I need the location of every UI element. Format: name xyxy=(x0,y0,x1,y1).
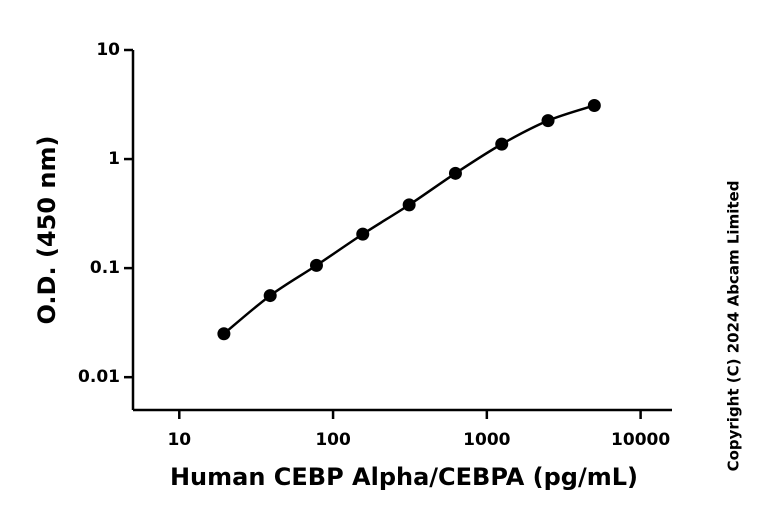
data-point xyxy=(448,166,462,180)
copyright: Copyright (C) 2024 Abcam Limited xyxy=(725,181,743,472)
data-point xyxy=(263,289,277,303)
x-tick-label: 10 xyxy=(167,430,191,450)
y-tick-label: 1 xyxy=(108,149,120,169)
data-point xyxy=(495,137,509,151)
y-axis-title: O.D. (450 nm) xyxy=(33,136,61,325)
y-tick-label: 10 xyxy=(96,40,120,60)
data-point xyxy=(217,327,231,341)
data-point xyxy=(587,98,601,112)
y-tick-label: 0.01 xyxy=(78,367,120,387)
x-tick-label: 1000 xyxy=(463,430,510,450)
fit-curve xyxy=(223,104,595,335)
x-tick-label: 100 xyxy=(315,430,351,450)
data-point xyxy=(402,198,416,212)
data-point xyxy=(356,227,370,241)
y-tick-label: 0.1 xyxy=(90,258,120,278)
x-tick-label: 10000 xyxy=(611,430,670,450)
data-point xyxy=(541,114,555,128)
x-axis-title: Human CEBP Alpha/CEBPA (pg/mL) xyxy=(170,463,638,491)
data-point xyxy=(309,258,323,272)
